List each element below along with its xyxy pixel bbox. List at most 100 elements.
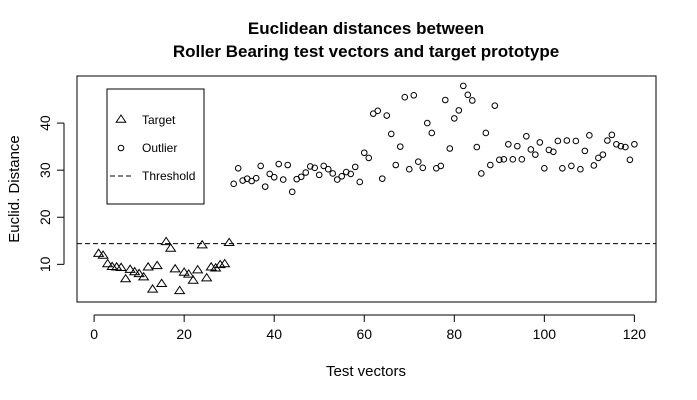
outlier-point [275,160,283,168]
outlier-point [324,165,332,173]
target-point [169,263,181,273]
outlier-point [405,165,413,173]
target-point [173,285,186,295]
outlier-point [631,140,638,148]
chart-title-line-2: Roller Bearing test vectors and target p… [173,42,559,61]
outlier-point [608,131,616,139]
target-point [218,258,231,268]
target-point [200,272,213,282]
outlier-point [279,176,287,183]
x-tick-label: 80 [447,326,463,342]
outlier-point [437,162,445,170]
outlier-point [541,164,548,172]
outlier-point [252,174,260,182]
outlier-point [550,148,557,156]
outlier-point [428,129,436,137]
target-point [101,258,114,268]
target-point [214,259,226,269]
y-tick-label: 40 [37,115,53,131]
outlier-point [572,137,580,145]
outlier-point [374,107,382,115]
outlier-point [514,142,521,150]
outlier-point [401,93,409,101]
outlier-point [270,173,278,181]
outlier-point [586,132,593,139]
outlier-point [410,92,418,99]
target-point [182,268,195,278]
outlier-point [288,188,296,196]
x-axis-label: Test vectors [326,363,406,380]
outlier-point [626,156,634,164]
outlier-point [423,119,431,127]
outlier-point [311,164,319,172]
x-tick-label: 40 [266,326,282,342]
chart-title-line-1: Euclidean distances between [248,19,484,38]
outlier-point [392,161,400,169]
target-point [205,261,217,271]
outlier-point [306,163,314,170]
outlier-point [234,164,242,172]
outlier-point [387,130,395,138]
outlier-point [482,129,490,137]
outlier-point [518,156,526,163]
outlier-point [230,180,237,188]
legend-triangle-icon [115,114,127,123]
outlier-point [617,142,625,150]
outlier-point [599,151,607,158]
target-point [178,267,190,276]
outlier-point [261,183,269,190]
outlier-point [532,151,539,158]
y-tick-label: 20 [37,209,53,225]
target-point [128,266,141,276]
outlier-point [559,164,566,172]
target-point [124,264,136,273]
outlier-point [320,162,328,170]
target-point [92,248,105,257]
target-point [146,284,159,293]
outlier-point [378,175,386,182]
chart-title: Euclidean distances between Roller Beari… [173,19,559,61]
y-tick-label: 30 [37,162,53,178]
x-tick-label: 100 [533,326,557,342]
outlier-point [266,170,273,178]
outlier-point [284,161,292,169]
legend: Target Outlier Threshold [106,88,205,205]
target-point [160,236,172,246]
outlier-point [527,146,535,153]
outlier-point [383,112,391,119]
outlier-point [414,158,422,165]
outlier-point [469,97,476,104]
target-point [196,239,208,249]
outlier-point [509,156,517,163]
outlier-point [315,171,323,179]
x-tick-label: 60 [356,326,372,342]
outlier-point [441,96,449,104]
x-tick-label: 20 [176,326,192,342]
outlier-point [302,169,310,176]
target-point [133,268,145,278]
outlier-point [333,176,341,183]
outlier-point [568,162,575,170]
outlier-point [329,170,337,177]
outlier-point [396,143,404,150]
outlier-point [536,139,544,146]
x-tick-label: 0 [90,326,98,342]
y-axis: 10 20 30 40 [37,115,65,272]
target-point [155,278,168,288]
outlier-point [563,137,571,144]
outlier-point [491,102,499,109]
target-point [119,273,132,283]
outlier-point [577,165,584,173]
plot-frame [76,75,657,303]
outlier-point [347,170,355,178]
outlier-point [455,107,463,114]
outlier-point [338,172,346,180]
legend-circle-icon [117,144,125,152]
y-tick-label: 10 [37,256,53,272]
outlier-point [554,137,562,145]
outlier-point [505,140,512,148]
outlier-point [450,115,458,122]
target-point [187,275,199,284]
target-point [151,260,163,270]
outlier-point [590,162,598,169]
